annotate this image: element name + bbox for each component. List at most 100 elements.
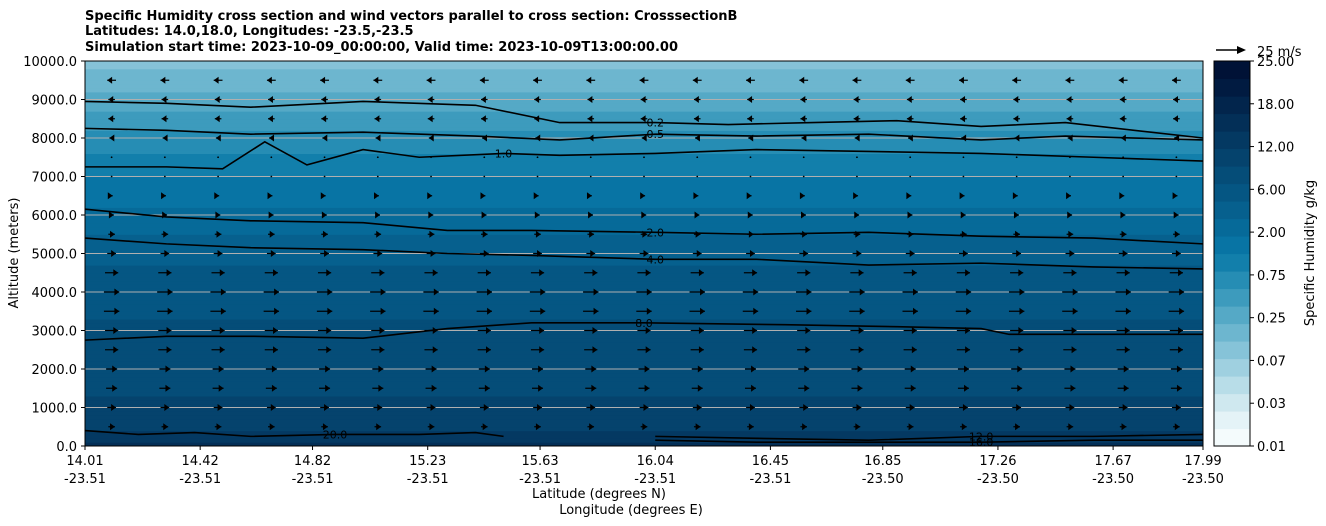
humidity-band [85,134,1203,139]
humidity-band [85,207,1203,212]
humidity-band [85,438,1203,443]
wind-vector [483,175,486,178]
wind-vector-head [645,346,651,354]
wind-vector-head [751,384,756,392]
wind-vector-head [1175,404,1181,411]
x-tick-label-lat: 17.99 [1184,454,1221,469]
wind-vector-head [906,115,912,123]
wind-vector-head [1019,307,1025,315]
humidity-band [85,395,1203,401]
wind-vector-head [1119,192,1125,200]
wind-vector-head [217,404,223,411]
colorbar-label: Specific Humidity g/kg [1303,180,1318,326]
wind-vector-head [912,307,918,315]
wind-vector-head [107,192,113,200]
wind-vector [1122,175,1125,178]
wind-vector-head [910,384,916,392]
humidity-band [85,315,1203,320]
wind-vector-head [1070,365,1076,373]
wind-vector [589,175,592,178]
wind-vector-head [693,96,699,103]
chart-title-line-2: Latitudes: 14.0,18.0, Longitudes: -23.5,… [85,24,414,39]
y-tick-label: 3000.0 [32,325,78,340]
wind-vector-head [752,327,758,334]
wind-vector-head [215,134,221,142]
wind-vector [962,175,965,178]
wind-vector-head [427,115,433,123]
contour-line-2.0 [85,208,1203,245]
wind-vector-head [1013,96,1019,103]
wind-vector-head [692,76,698,84]
wind-vector [1015,156,1018,159]
wind-vector-head [427,96,433,103]
wind-vector-head [167,288,173,296]
wind-vectors [103,76,1185,431]
wind-vector-head [747,96,753,103]
wind-vector-head [161,192,166,200]
humidity-band [85,399,1203,405]
wind-vector-head [1173,211,1179,219]
wind-vector-head [1018,327,1024,334]
wind-vector-head [429,423,435,431]
humidity-band [85,61,1203,66]
x-tick-label-lat: 17.67 [1095,454,1132,469]
wind-vector-head [965,346,971,354]
colorbar-tick-label: 2.00 [1257,226,1286,241]
wind-vector-head [964,384,969,392]
wind-vector-head [961,134,967,142]
wind-vector-head [857,384,863,392]
wind-vector-head [1014,134,1020,142]
wind-vector [376,175,379,178]
quiver-key: 25 m/s [1216,45,1302,60]
wind-vector-head [586,76,592,84]
wind-vector-head [592,269,598,277]
wind-vector-head [853,96,859,103]
wind-vector-head [960,211,966,219]
wind-vector-head [961,423,967,431]
wind-vector-head [1070,384,1076,392]
wind-vector-head [966,288,972,296]
wind-vector-head [326,269,332,277]
wind-vector-head [1069,404,1075,411]
colorbar-segment [1214,201,1250,220]
wind-vector [163,156,166,159]
wind-vector-head [1068,230,1074,238]
colorbar-segment [1214,131,1250,150]
wind-vector-head [800,96,806,103]
colorbar-segment [1214,113,1250,132]
wind-vector-head [858,269,864,277]
wind-vector-head [1072,288,1078,296]
wind-vector-head [1019,288,1025,296]
wind-vector-head [854,211,860,219]
wind-vector-head [273,269,278,277]
humidity-band [85,299,1203,305]
wind-vector-head [160,76,166,84]
wind-vector-head [375,211,381,219]
wind-vector-head [911,269,917,277]
wind-vector-head [273,327,278,334]
wind-vector-head [273,346,278,354]
wind-vector-head [321,211,327,219]
humidity-band [85,376,1203,382]
wind-vector-head [1066,192,1072,200]
wind-vector-head [1120,134,1126,142]
wind-vector-head [325,384,331,392]
y-tick-label: 7000.0 [32,171,78,186]
wind-vector-head [1125,307,1131,315]
wind-vector-head [592,327,598,334]
colorbar-tick-label: 6.00 [1257,183,1286,198]
wind-vector-head [485,327,491,334]
humidity-band [85,276,1203,282]
humidity-band [85,141,1203,147]
chart-title-line-1: Specific Humidity cross section and wind… [85,9,738,24]
humidity-band [85,353,1203,359]
humidity-band [85,338,1203,343]
humidity-band [85,188,1203,193]
wind-vector-head [270,250,276,257]
wind-vector-head [110,230,115,238]
wind-vector-head [907,211,913,219]
wind-vector-head [162,211,168,219]
wind-vector-head [693,192,699,200]
wind-vector [536,175,539,178]
wind-vector-head [322,423,328,431]
